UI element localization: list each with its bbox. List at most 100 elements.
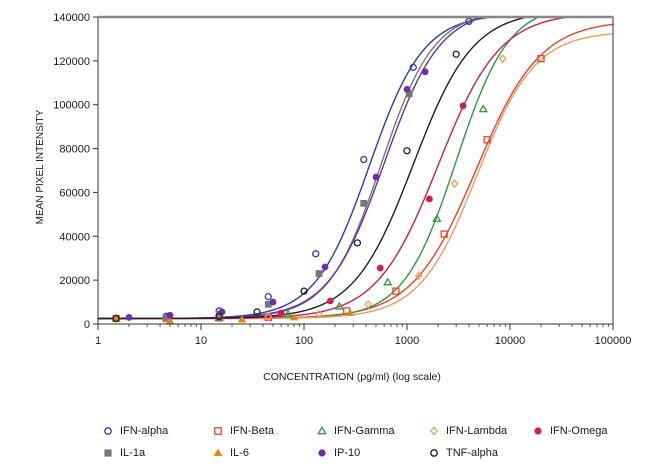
point-ifn-gamma: [478, 104, 488, 113]
legend-label: IFN-alpha: [120, 425, 169, 437]
point-il-1a: [360, 199, 368, 207]
point-il-6: [289, 313, 299, 321]
legend-row: IL-1a IL-6 IP-10 TNF-alpha: [102, 442, 642, 464]
point-ifn-beta: [537, 55, 545, 63]
point-ifn-alpha: [264, 292, 272, 301]
point-tnf-alpha: [300, 287, 308, 295]
legend-item-ifn-beta: IFN-Beta: [212, 425, 316, 437]
legend-label: IFN-Lambda: [446, 425, 508, 437]
curve-il-1a: [98, 17, 485, 320]
y-axis-title: MEAN PIXEL INTENSITY: [35, 109, 46, 224]
legend-marker: [430, 449, 438, 457]
point-ifn-alpha: [409, 63, 417, 72]
point-ifn-omega: [376, 264, 384, 272]
legend-marker: [534, 427, 542, 435]
legend-label: IFN-Beta: [230, 425, 275, 437]
point-tnf-alpha: [215, 312, 223, 320]
point-ifn-alpha: [312, 250, 320, 258]
legend-symbol-ifn-gamma: [317, 426, 327, 435]
curve-ifn-beta: [98, 23, 613, 320]
point-ifn-beta: [483, 136, 491, 144]
curve-ifn-gamma: [98, 17, 541, 320]
point-ifn-omega: [326, 297, 334, 305]
legend-symbol-ip-10: [318, 449, 326, 457]
y-tick-label: 0: [84, 319, 90, 331]
y-tick-label: 20000: [59, 275, 90, 287]
point-ifn-beta: [392, 287, 400, 295]
point-ifn-lambda: [414, 271, 423, 281]
point-ifn-lambda: [315, 309, 323, 319]
point-ip-10: [321, 263, 329, 271]
point-ip-10: [421, 68, 429, 76]
legend-row: IFN-alpha IFN-Beta IFN-Gamma IFN-Lambda IFN-…: [102, 420, 642, 442]
legend-label: TNF-alpha: [446, 447, 498, 459]
point-ifn-alpha: [360, 155, 368, 164]
legend-item-ifn-gamma: IFN-Gamma: [316, 425, 428, 437]
legend-marker: [104, 427, 112, 435]
legend-label: IFN-Gamma: [334, 425, 395, 437]
legend-marker: [214, 427, 222, 435]
legend-item-ifn-lambda: IFN-Lambda: [428, 425, 532, 437]
legend-marker: [104, 449, 112, 457]
x-tick-label: 100000: [595, 335, 632, 347]
plot-frame: [97, 16, 614, 325]
legend-symbol-ifn-lambda: [429, 426, 439, 436]
curve-ip-10: [98, 17, 486, 320]
legend-item-ifn-alpha: IFN-alpha: [102, 425, 212, 437]
legend-label: IP-10: [334, 447, 361, 459]
x-tick-label: 1: [95, 335, 101, 347]
legend-symbol-il-6: [213, 448, 223, 457]
legend-item-il-6: IL-6: [212, 447, 316, 459]
point-tnf-alpha: [403, 147, 411, 155]
axes: 0 20000 40000 60000 80000 100000 120000 140000 1…: [53, 12, 631, 347]
point-ifn-lambda: [264, 312, 273, 322]
point-ifn-alpha: [465, 17, 473, 26]
legend-item-ifn-omega: IFN-Omega: [532, 425, 632, 437]
legend-label: IFN-Omega: [550, 425, 608, 437]
curve-tnf-alpha: [98, 17, 531, 320]
point-il-6: [165, 316, 175, 324]
legend-symbol-ifn-beta: [214, 427, 222, 435]
legend-symbol-ifn-omega: [534, 427, 542, 435]
y-tick-label: 140000: [53, 12, 90, 24]
point-ifn-omega: [277, 309, 285, 317]
point-il-6: [237, 315, 247, 323]
point-ifn-lambda: [498, 54, 507, 64]
marker-layer: [111, 17, 545, 324]
x-tick-label: 1000: [395, 335, 419, 347]
legend-item-ip-10: IP-10: [316, 447, 428, 459]
point-ifn-gamma: [383, 277, 393, 286]
legend-label: IL-1a: [120, 447, 146, 459]
point-il-1a: [315, 270, 323, 277]
point-ip-10: [269, 298, 277, 306]
legend: IFN-alpha IFN-Beta IFN-Gamma IFN-Lambda IFN-…: [102, 420, 642, 464]
point-ip-10: [166, 311, 174, 319]
legend-marker: [317, 426, 327, 435]
point-ifn-omega: [426, 195, 433, 203]
curve-layer: [98, 17, 613, 320]
legend-symbol-tnf-alpha: [430, 449, 438, 457]
y-tick-label: 40000: [59, 231, 90, 243]
x-tick-label: 100: [295, 335, 313, 347]
legend-symbol-ifn-alpha: [104, 427, 112, 435]
legend-item-il-1a: IL-1a: [102, 447, 212, 459]
point-tnf-alpha: [112, 314, 120, 323]
point-ifn-omega: [459, 102, 467, 110]
curve-ifn-lambda: [98, 33, 613, 320]
y-tick-label: 100000: [53, 100, 90, 112]
point-ip-10: [403, 85, 411, 93]
point-tnf-alpha: [452, 50, 460, 58]
point-ifn-lambda: [364, 299, 373, 309]
legend-marker: [213, 448, 223, 457]
point-ip-10: [372, 173, 380, 181]
legend-marker: [429, 426, 439, 436]
point-ip-10: [125, 314, 133, 321]
point-ifn-gamma: [432, 213, 442, 222]
legend-item-tnf-alpha: TNF-alpha: [428, 447, 532, 459]
point-ifn-gamma: [334, 301, 344, 310]
x-tick-label: 10: [195, 335, 207, 347]
legend-marker: [318, 449, 326, 457]
x-tick-label: 10000: [495, 335, 526, 347]
x-axis-title: CONCENTRATION (pg/ml) (log scale): [263, 371, 441, 383]
